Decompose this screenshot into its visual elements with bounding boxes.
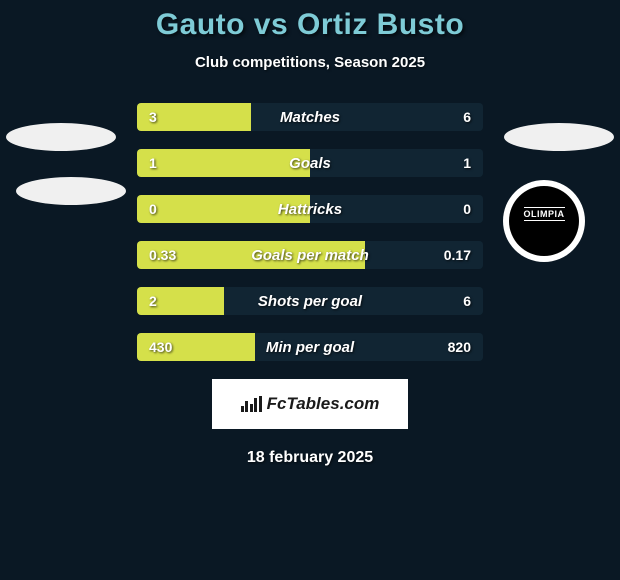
page-title: Gauto vs Ortiz Busto — [0, 8, 620, 42]
stat-label: Min per goal — [137, 333, 483, 361]
club-right-badge-text: OLIMPIA — [524, 207, 565, 221]
stat-label: Shots per goal — [137, 287, 483, 315]
player-right-logo-placeholder — [504, 123, 614, 151]
stat-row: 11Goals — [137, 149, 483, 177]
stat-row: 36Matches — [137, 103, 483, 131]
stat-label: Goals — [137, 149, 483, 177]
footer-date: 18 february 2025 — [0, 449, 620, 467]
chart-icon — [241, 396, 262, 412]
club-left-logo-placeholder — [16, 177, 126, 205]
club-right-badge: OLIMPIA — [503, 180, 585, 262]
stats-bars: 36Matches 11Goals 00Hattricks 0.330.17Goals… — [137, 103, 483, 361]
stat-row: 0.330.17Goals per match — [137, 241, 483, 269]
stat-label: Hattricks — [137, 195, 483, 223]
stat-label: Matches — [137, 103, 483, 131]
stat-row: 26Shots per goal — [137, 287, 483, 315]
brand-badge: FcTables.com — [212, 379, 408, 429]
brand-text: FcTables.com — [267, 394, 380, 414]
stat-label: Goals per match — [137, 241, 483, 269]
stat-row: 430820Min per goal — [137, 333, 483, 361]
player-left-logo-placeholder — [6, 123, 116, 151]
page-subtitle: Club competitions, Season 2025 — [0, 54, 620, 71]
stat-row: 00Hattricks — [137, 195, 483, 223]
